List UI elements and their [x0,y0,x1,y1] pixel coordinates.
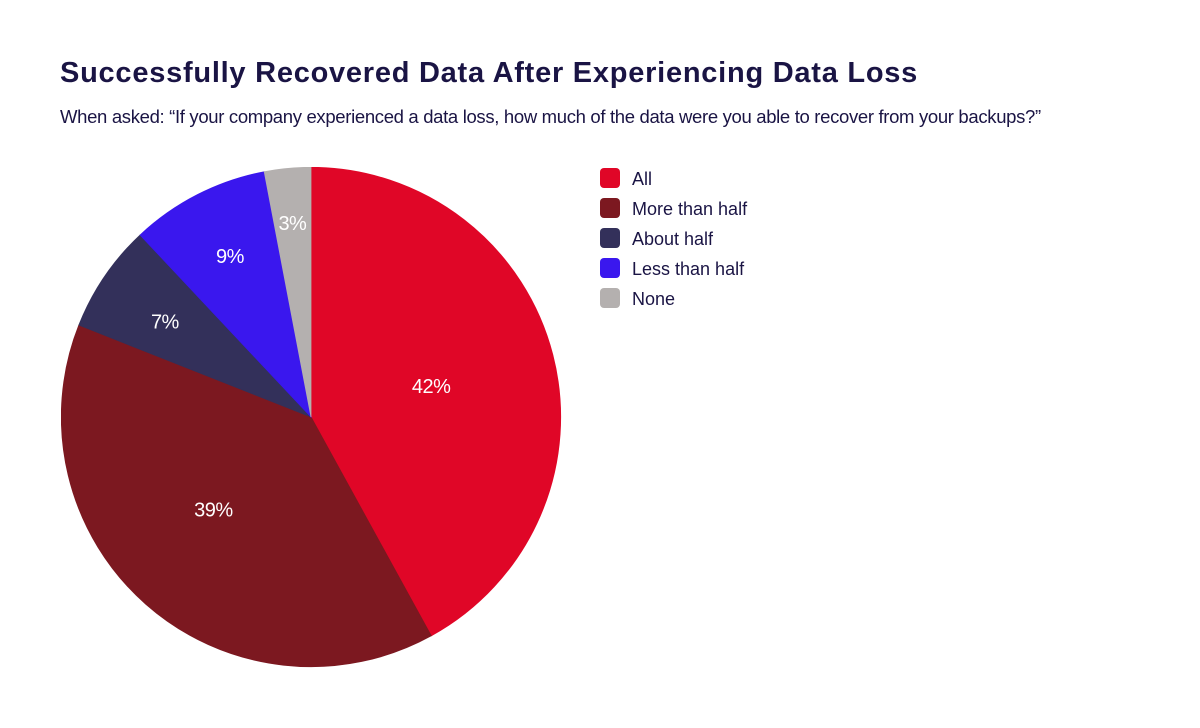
svg-text:9%: 9% [216,246,245,268]
svg-text:42%: 42% [411,376,450,398]
svg-text:3%: 3% [278,213,307,235]
svg-text:7%: 7% [151,311,180,333]
svg-text:39%: 39% [194,499,233,521]
